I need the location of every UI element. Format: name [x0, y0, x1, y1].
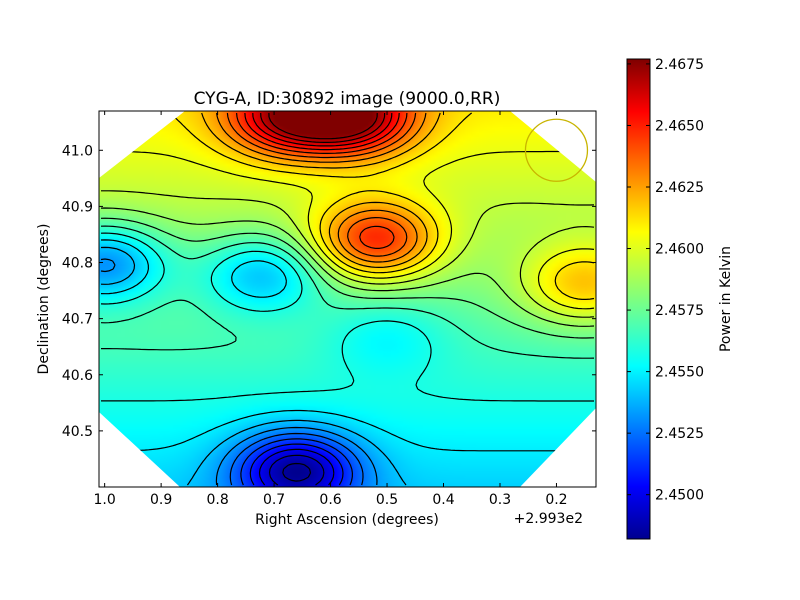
contour-level [201, 112, 441, 268]
chart-title: CYG-A, ID:30892 image (9000.0,RR) [194, 89, 501, 109]
colorbar-tick-label: 2.4675 [655, 57, 704, 73]
colorbar [626, 58, 651, 540]
contour-level [229, 432, 364, 486]
x-tick-label: 0.7 [263, 492, 285, 508]
x-tick-label: 0.2 [545, 492, 567, 508]
x-tick-label: 0.4 [432, 492, 454, 508]
contour-level [249, 443, 344, 486]
contour-level [240, 438, 353, 486]
contour-level [216, 112, 427, 263]
contour-level [258, 448, 335, 486]
contour-level [100, 207, 595, 327]
contour-level [100, 258, 378, 486]
colorbar-tick-label: 2.4525 [655, 426, 704, 442]
heatmap-image [99, 111, 596, 487]
contour-level [268, 112, 378, 140]
colorbar-label: Power in Kelvin [718, 246, 734, 352]
contour-level [236, 112, 408, 249]
x-tick-label: 0.3 [489, 492, 511, 508]
colorbar-tick-label: 2.4625 [655, 180, 704, 196]
x-axis: 1.0 0.9 0.8 0.7 0.6 0.5 0.4 0.3 0.2 [94, 111, 568, 508]
contour-level [268, 454, 325, 486]
x-axis-offset-text: +2.993e2 [514, 511, 583, 527]
contour-level [100, 232, 594, 402]
y-axis: 40.5 40.6 40.7 40.8 40.9 41.0 [62, 143, 596, 440]
x-tick-label: 0.8 [206, 492, 228, 508]
contour-level [100, 246, 407, 486]
y-axis-label: Declination (degrees) [36, 224, 52, 375]
beam-circle [524, 118, 589, 182]
y-tick-label: 40.5 [62, 424, 93, 440]
colorbar-tick-label: 2.4650 [655, 118, 704, 134]
colorbar-tick-label: 2.4550 [655, 365, 704, 381]
y-tick-label: 41.0 [62, 143, 93, 159]
contour-level [101, 190, 595, 318]
colorbar-tick-label: 2.4500 [655, 488, 704, 504]
contour-level [260, 112, 386, 143]
contour-level [100, 225, 595, 359]
contour-level [244, 112, 400, 151]
x-axis-label: Right Ascension (degrees) [255, 512, 439, 528]
contour-lines [100, 112, 595, 486]
contour-level [100, 217, 595, 339]
x-tick-label: 0.6 [319, 492, 341, 508]
x-tick-label: 1.0 [94, 492, 116, 508]
x-tick-label: 0.9 [150, 492, 172, 508]
y-tick-label: 40.8 [62, 256, 93, 272]
colorbar-tick-label: 2.4575 [655, 303, 704, 319]
colorbar-ticks: 2.4500 2.4525 2.4550 2.4575 2.4600 2.4625 2.46… [627, 57, 704, 504]
y-tick-label: 40.6 [62, 368, 93, 384]
x-tick-label: 0.5 [376, 492, 398, 508]
heatmap-raster [99, 111, 596, 487]
plot-frame [98, 110, 597, 488]
y-tick-label: 40.9 [62, 199, 93, 215]
colorbar-tick-label: 2.4600 [655, 242, 704, 258]
contour-level [252, 112, 393, 147]
contour-level [226, 112, 417, 257]
y-tick-label: 40.7 [62, 312, 93, 328]
contour-level [282, 462, 312, 482]
